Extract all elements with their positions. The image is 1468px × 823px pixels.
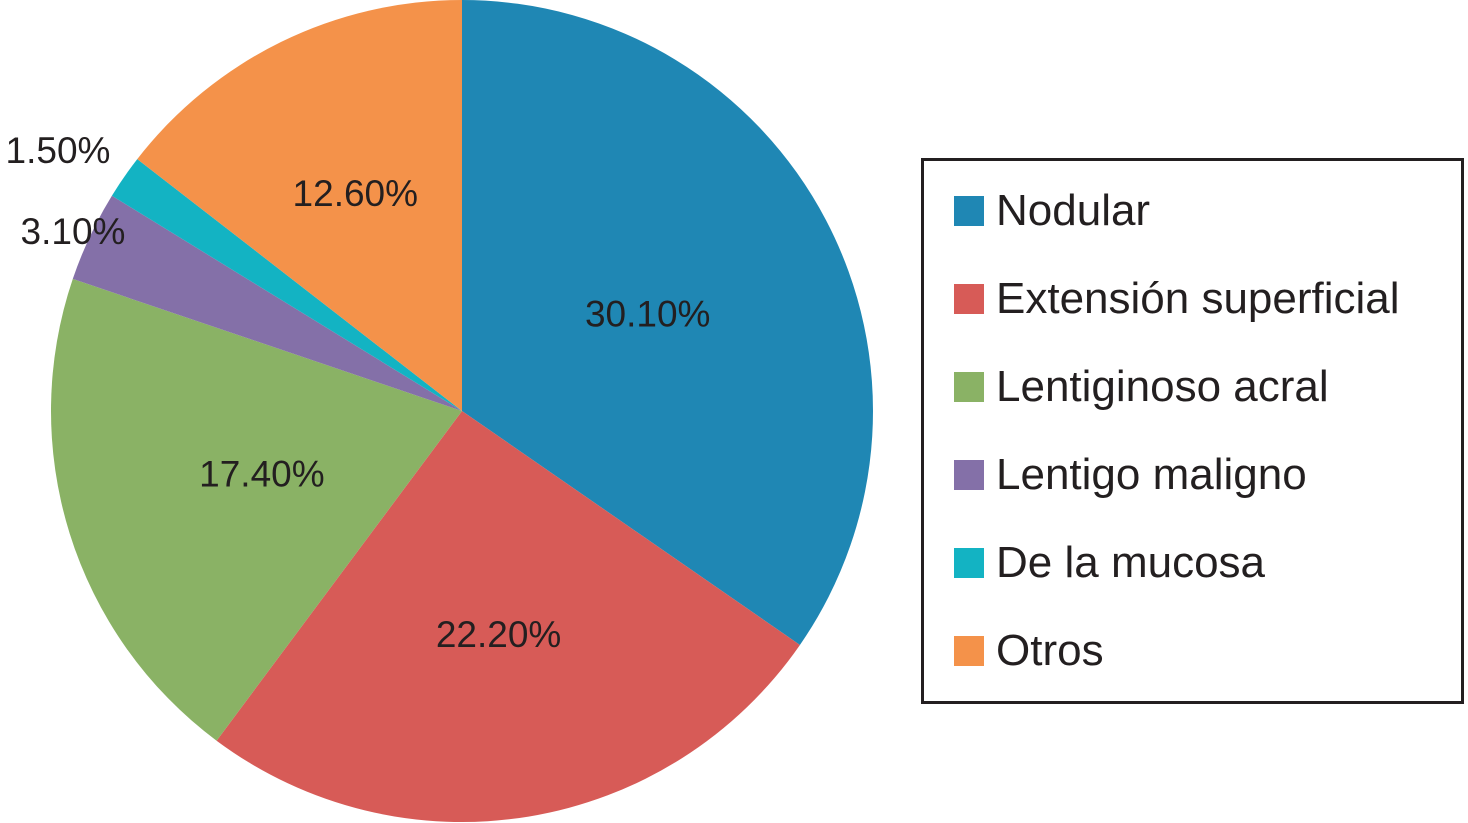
data-label-de-la-mucosa: 1.50% <box>6 130 111 171</box>
legend-label-extension-superficial: Extensión superficial <box>996 274 1400 323</box>
legend-label-de-la-mucosa: De la mucosa <box>996 538 1266 587</box>
pie-data-labels: 30.10% 22.20% 17.40% 3.10% 1.50% 12.60% <box>6 130 711 655</box>
legend-item-nodular: Nodular <box>954 187 1150 235</box>
data-label-extension-superficial: 22.20% <box>436 614 562 655</box>
pie-slice-de-la-mucosa <box>111 159 463 411</box>
pie-slice-nodular <box>462 0 873 645</box>
legend-label-lentigo-maligno: Lentigo maligno <box>996 450 1307 499</box>
pie-slice-lentiginoso-acral <box>50 278 463 741</box>
data-label-nodular: 30.10% <box>585 294 711 335</box>
legend-item-lentiginoso-acral: Lentiginoso acral <box>954 363 1329 411</box>
data-label-otros: 12.60% <box>293 173 419 214</box>
chart-legend: Nodular Extensión superficial Lentiginos… <box>921 158 1464 704</box>
pie-slice-otros <box>137 0 462 411</box>
legend-swatch-lentiginoso-acral <box>954 372 984 402</box>
legend-swatch-extension-superficial <box>954 284 984 314</box>
legend-label-nodular: Nodular <box>996 186 1151 235</box>
legend-swatch-lentigo-maligno <box>954 460 984 490</box>
legend-swatch-nodular <box>954 196 984 226</box>
legend-swatch-otros <box>954 636 984 666</box>
data-label-lentigo-maligno: 3.10% <box>21 211 126 252</box>
legend-label-lentiginoso-acral: Lentiginoso acral <box>996 362 1329 411</box>
data-label-lentiginoso-acral: 17.40% <box>199 453 325 494</box>
pie-slice-extension-superficial <box>216 411 800 822</box>
legend-item-de-la-mucosa: De la mucosa <box>954 539 1265 587</box>
legend-item-otros: Otros <box>954 627 1104 675</box>
legend-item-extension-superficial: Extensión superficial <box>954 275 1400 323</box>
pie-slice-lentigo-maligno <box>72 195 463 411</box>
legend-label-otros: Otros <box>996 626 1104 675</box>
pie-slices <box>50 0 873 822</box>
legend-swatch-de-la-mucosa <box>954 548 984 578</box>
legend-item-lentigo-maligno: Lentigo maligno <box>954 451 1307 499</box>
